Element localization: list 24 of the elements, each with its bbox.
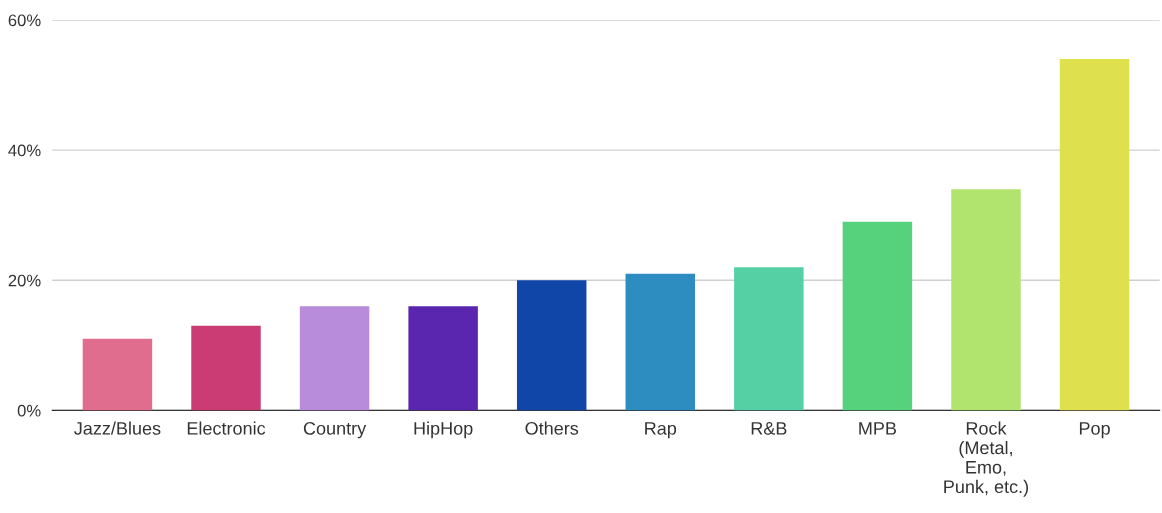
- y-tick-label: 40%: [8, 144, 41, 157]
- x-tick-label: Rock (Metal, Emo, Punk, etc.): [944, 421, 1028, 497]
- x-tick-label: Electronic: [187, 421, 266, 435]
- bar: [625, 273, 696, 411]
- x-tick-label: Pop: [1079, 422, 1110, 439]
- x-tick-label: HipHop: [414, 421, 473, 439]
- x-tick-label: Rap: [645, 422, 677, 439]
- x-tick-label: Country: [303, 421, 367, 439]
- bar: [408, 306, 478, 411]
- bar: [734, 267, 804, 411]
- x-tick-label: R&B: [751, 422, 787, 435]
- bar: [191, 325, 261, 411]
- x-tick-label: MPB: [859, 422, 897, 435]
- bar: [516, 280, 587, 411]
- y-tick-label: 60%: [8, 14, 41, 27]
- bar: [82, 338, 153, 411]
- bar: [842, 221, 913, 411]
- x-tick-label: Others: [525, 421, 579, 435]
- bar: [951, 189, 1021, 411]
- bar: [1059, 59, 1130, 411]
- x-tick-label: Jazz/Blues: [74, 421, 161, 435]
- y-tick-label: 0%: [17, 404, 41, 417]
- y-tick-label: 20%: [8, 274, 41, 287]
- bar: [299, 306, 370, 411]
